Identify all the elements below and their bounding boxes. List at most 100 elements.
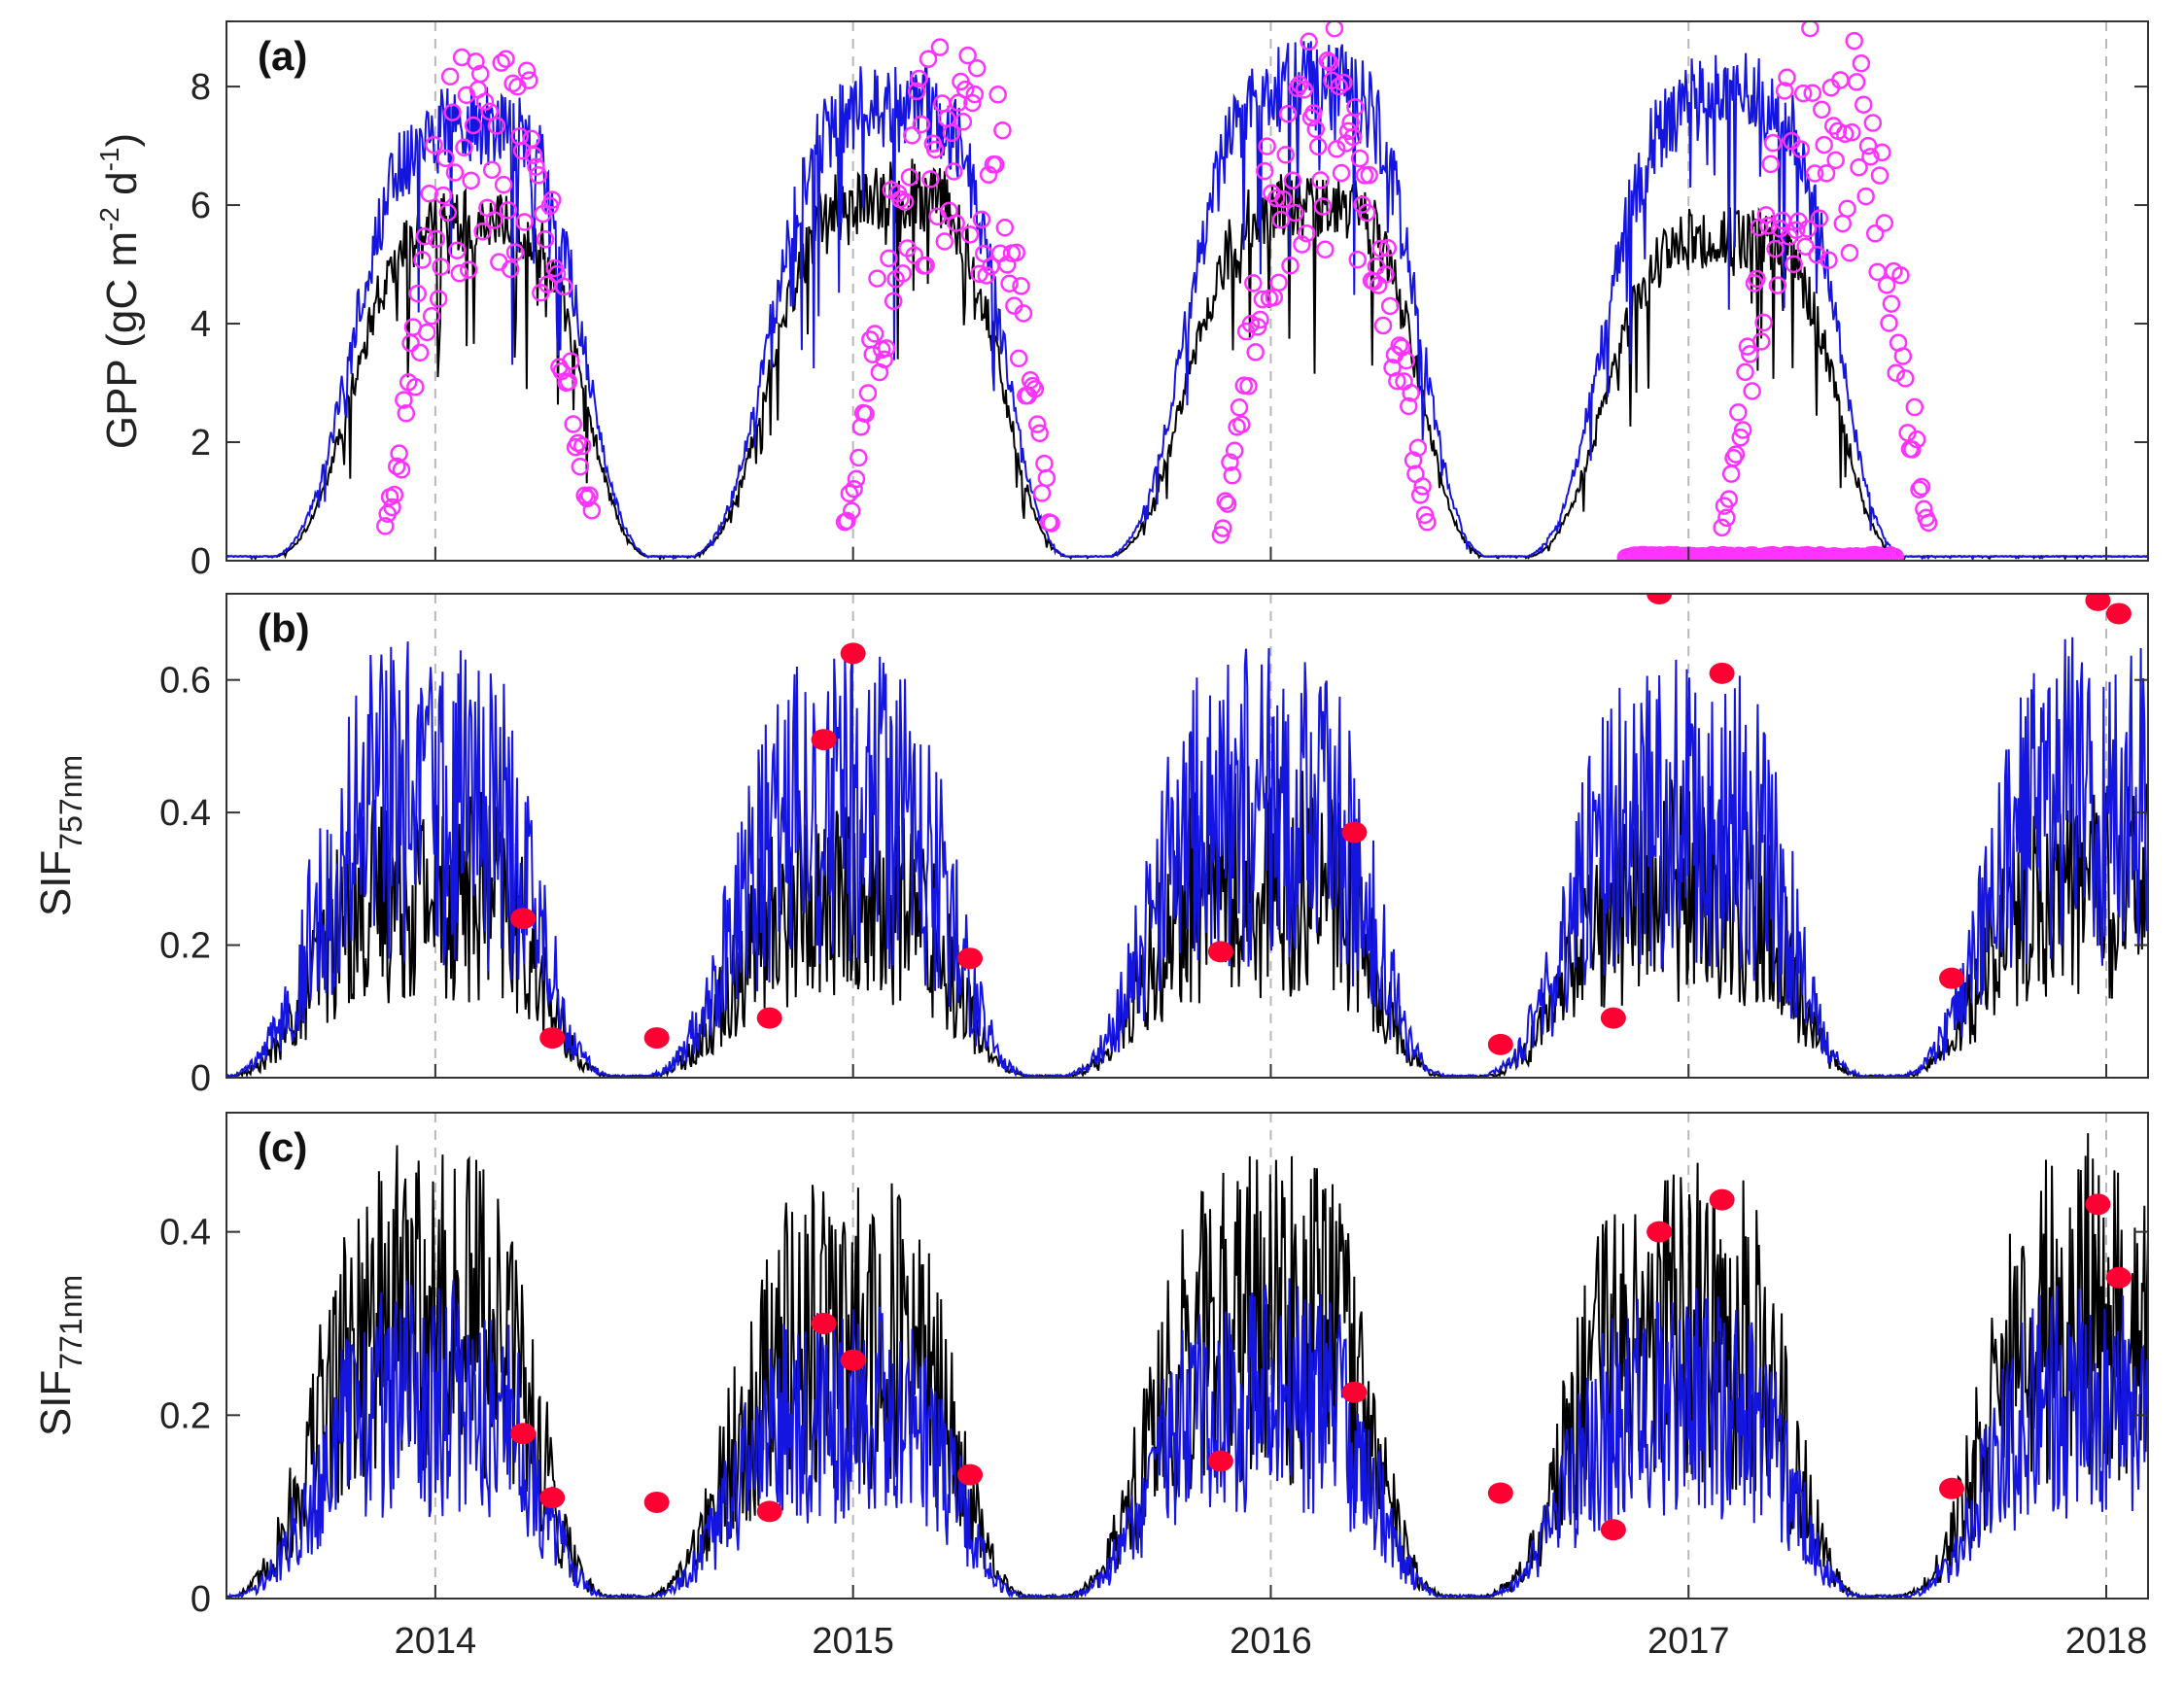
gpp-marker [1801, 21, 1820, 38]
ytick-label: 8 [191, 67, 211, 108]
gpp-marker [1330, 77, 1348, 96]
gpp-marker [564, 415, 582, 433]
gpp-marker [499, 201, 518, 220]
gpp-marker [1290, 75, 1309, 94]
gpp-marker [865, 325, 884, 343]
gpp-marker [1223, 466, 1242, 485]
gpp-marker [1328, 140, 1346, 158]
sif-point-2 [643, 1491, 670, 1513]
gpp-marker [1335, 73, 1353, 92]
gpp-marker [1751, 332, 1771, 351]
gpp-marker [1318, 52, 1336, 70]
sif-point-0 [510, 1423, 537, 1445]
sif-point-12 [1709, 662, 1735, 684]
xtick-label-2018: 2018 [2065, 1621, 2148, 1662]
gpp-marker [464, 116, 483, 135]
gpp-marker [517, 61, 537, 81]
gpp-marker [425, 135, 443, 155]
gpp-marker [1371, 239, 1390, 258]
gpp-marker [1397, 351, 1416, 370]
gpp-marker [1873, 143, 1891, 162]
gpp-marker [433, 186, 453, 205]
gpp-marker [1886, 547, 1905, 561]
sif-point-1 [539, 1027, 566, 1049]
gpp-marker [935, 232, 953, 251]
gpp-marker [1253, 290, 1272, 309]
gpp-marker [942, 123, 961, 143]
gpp-marker [445, 163, 465, 182]
gpp-marker [903, 126, 921, 145]
plot-area-2 [226, 1133, 2148, 1599]
gpp-marker [1418, 513, 1437, 532]
gpp-marker [1246, 343, 1265, 361]
gpp-marker [1713, 518, 1731, 537]
gpp-marker [385, 485, 404, 504]
gpp-marker [838, 511, 856, 531]
gpp-marker [1360, 165, 1378, 185]
ytick-label: 4 [191, 304, 211, 345]
ytick-label: 0.2 [159, 926, 211, 967]
gpp-marker [1910, 480, 1928, 499]
plot-area-0 [226, 21, 2148, 561]
gpp-marker [1736, 362, 1754, 382]
gpp-marker [422, 307, 441, 326]
gpp-marker [1218, 495, 1237, 513]
gpp-marker [1893, 347, 1913, 365]
gpp-marker [1313, 197, 1333, 216]
gpp-marker [1012, 277, 1030, 295]
gpp-marker [1278, 104, 1298, 123]
gpp-marker [1009, 349, 1028, 368]
gpp-marker [443, 103, 462, 121]
gpp-marker [1826, 151, 1845, 170]
gpp-marker [1731, 429, 1750, 447]
gpp-marker [1320, 53, 1339, 72]
gpp-marker [395, 391, 413, 409]
gpp-marker [554, 277, 573, 296]
gpp-marker [1748, 269, 1766, 289]
gpp-marker [1014, 304, 1033, 323]
gpp-marker [847, 469, 866, 489]
gpp-marker [1721, 465, 1741, 483]
panel-tag: (a) [258, 33, 307, 79]
sif-point-8 [1341, 821, 1368, 843]
gpp-marker [1306, 120, 1326, 139]
gpp-marker [397, 404, 416, 423]
series-line-1 [226, 637, 2148, 1078]
gpp-marker [436, 149, 455, 168]
sif-point-10 [1600, 1007, 1626, 1029]
gpp-marker [893, 264, 913, 283]
gpp-marker [925, 140, 945, 159]
gpp-marker [571, 457, 590, 476]
xtick-label-2017: 2017 [1647, 1621, 1730, 1662]
gpp-marker [1766, 239, 1785, 258]
gpp-marker [930, 38, 950, 56]
gpp-marker [482, 160, 502, 180]
gpp-marker [1293, 235, 1311, 254]
gpp-marker [1798, 220, 1818, 238]
ytick-label: 6 [191, 186, 211, 226]
ytick-label: 0 [191, 541, 211, 582]
gpp-marker [1316, 240, 1335, 258]
gpp-marker [884, 292, 903, 311]
gpp-marker [1258, 137, 1276, 155]
gpp-marker [448, 241, 467, 259]
gpp-marker [502, 259, 520, 279]
sif-point-4 [811, 729, 837, 751]
gpp-marker [1297, 224, 1316, 243]
sif-point-10 [1600, 1519, 1626, 1541]
gpp-marker [1402, 384, 1420, 402]
gpp-marker [1221, 453, 1239, 471]
gpp-marker [388, 457, 406, 476]
gpp-marker [963, 93, 982, 113]
gpp-marker [582, 501, 602, 520]
gpp-marker [1861, 148, 1880, 166]
gpp-marker [1248, 318, 1267, 336]
gpp-marker [919, 50, 938, 68]
gpp-marker [497, 50, 515, 68]
gpp-marker [1373, 316, 1393, 335]
gpp-marker [1733, 421, 1752, 439]
gpp-marker [492, 53, 510, 72]
gpp-marker [1378, 238, 1398, 258]
series-line-0 [226, 1133, 2148, 1599]
gpp-marker [494, 175, 513, 194]
